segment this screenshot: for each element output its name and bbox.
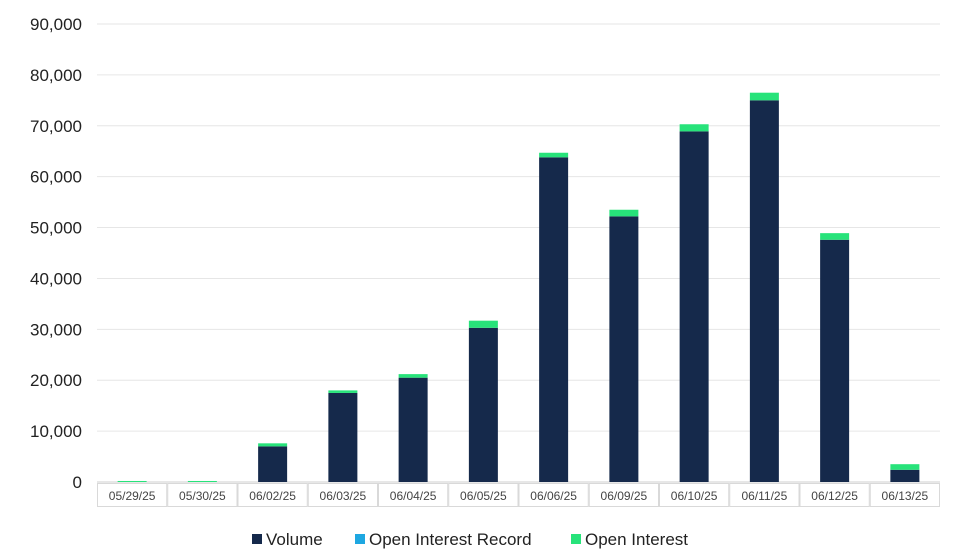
y-tick-label: 0 <box>73 473 82 492</box>
bar-volume <box>398 377 428 482</box>
x-tick-label: 06/09/25 <box>601 489 648 503</box>
bar-open-interest <box>328 390 358 393</box>
x-tick-box <box>729 483 800 507</box>
x-tick-box <box>97 483 168 507</box>
x-tick-label: 05/30/25 <box>179 489 226 503</box>
x-tick-label: 06/02/25 <box>249 489 296 503</box>
x-tick-label: 06/04/25 <box>390 489 437 503</box>
bar-open-interest <box>890 464 920 470</box>
y-tick-label: 80,000 <box>30 66 82 85</box>
bar-volume <box>539 157 569 482</box>
x-tick-label: 06/13/25 <box>882 489 929 503</box>
bar-volume <box>890 469 920 482</box>
bars <box>117 92 920 483</box>
x-tick-box <box>167 483 238 507</box>
bar-volume <box>468 327 498 482</box>
y-tick-label: 30,000 <box>30 320 82 339</box>
bar-open-interest <box>679 124 709 132</box>
x-tick-box <box>518 483 589 507</box>
legend-label: Volume <box>266 530 323 549</box>
bar-volume <box>328 392 358 482</box>
y-tick-label: 20,000 <box>30 371 82 390</box>
x-tick-box <box>307 483 378 507</box>
legend-label: Open Interest Record <box>369 530 532 549</box>
bar-open-interest <box>117 480 147 482</box>
x-tick-box <box>448 483 519 507</box>
bar-open-interest <box>258 443 288 447</box>
legend-swatch <box>571 534 581 544</box>
x-tick-box <box>588 483 659 507</box>
bar-volume <box>679 131 709 482</box>
y-tick-label: 60,000 <box>30 168 82 187</box>
legend: Volume Open Interest Record Open Interest <box>252 530 688 549</box>
y-tick-label: 50,000 <box>30 219 82 238</box>
x-tick-box <box>799 483 870 507</box>
bar-open-interest <box>398 374 428 378</box>
x-tick-label: 05/29/25 <box>109 489 156 503</box>
x-tick-label: 06/03/25 <box>320 489 367 503</box>
legend-swatch <box>252 534 262 544</box>
bar-open-interest <box>539 152 569 158</box>
x-tick-box <box>237 483 308 507</box>
bar-volume <box>609 216 639 483</box>
bar-open-interest <box>609 209 639 217</box>
x-tick-box <box>659 483 730 507</box>
bar-open-interest <box>468 320 498 328</box>
x-tick-label: 06/10/25 <box>671 489 718 503</box>
x-tick-label: 06/11/25 <box>741 489 787 503</box>
x-tick-label: 06/05/25 <box>460 489 507 503</box>
legend-label: Open Interest <box>585 530 688 549</box>
bar-open-interest <box>187 480 217 482</box>
y-tick-label: 90,000 <box>30 15 82 34</box>
bar-volume <box>749 100 779 482</box>
bar-volume <box>258 446 288 482</box>
x-tick-box <box>869 483 940 507</box>
x-axis-ticks: 05/29/25 05/30/25 06/02/25 06/03/25 06/04/25… <box>97 483 940 507</box>
y-tick-label: 70,000 <box>30 117 82 136</box>
x-tick-label: 06/12/25 <box>811 489 858 503</box>
y-tick-label: 40,000 <box>30 269 82 288</box>
legend-swatch <box>355 534 365 544</box>
x-tick-box <box>378 483 449 507</box>
x-tick-label: 06/06/25 <box>530 489 577 503</box>
y-axis-ticks: 0 10,000 20,000 30,000 40,000 50,000 60,000 70,… <box>30 15 82 492</box>
bar-open-interest <box>749 92 779 101</box>
bar-volume <box>820 239 850 482</box>
y-tick-label: 10,000 <box>30 422 82 441</box>
bar-open-interest <box>820 233 850 240</box>
gridlines <box>97 23 940 483</box>
